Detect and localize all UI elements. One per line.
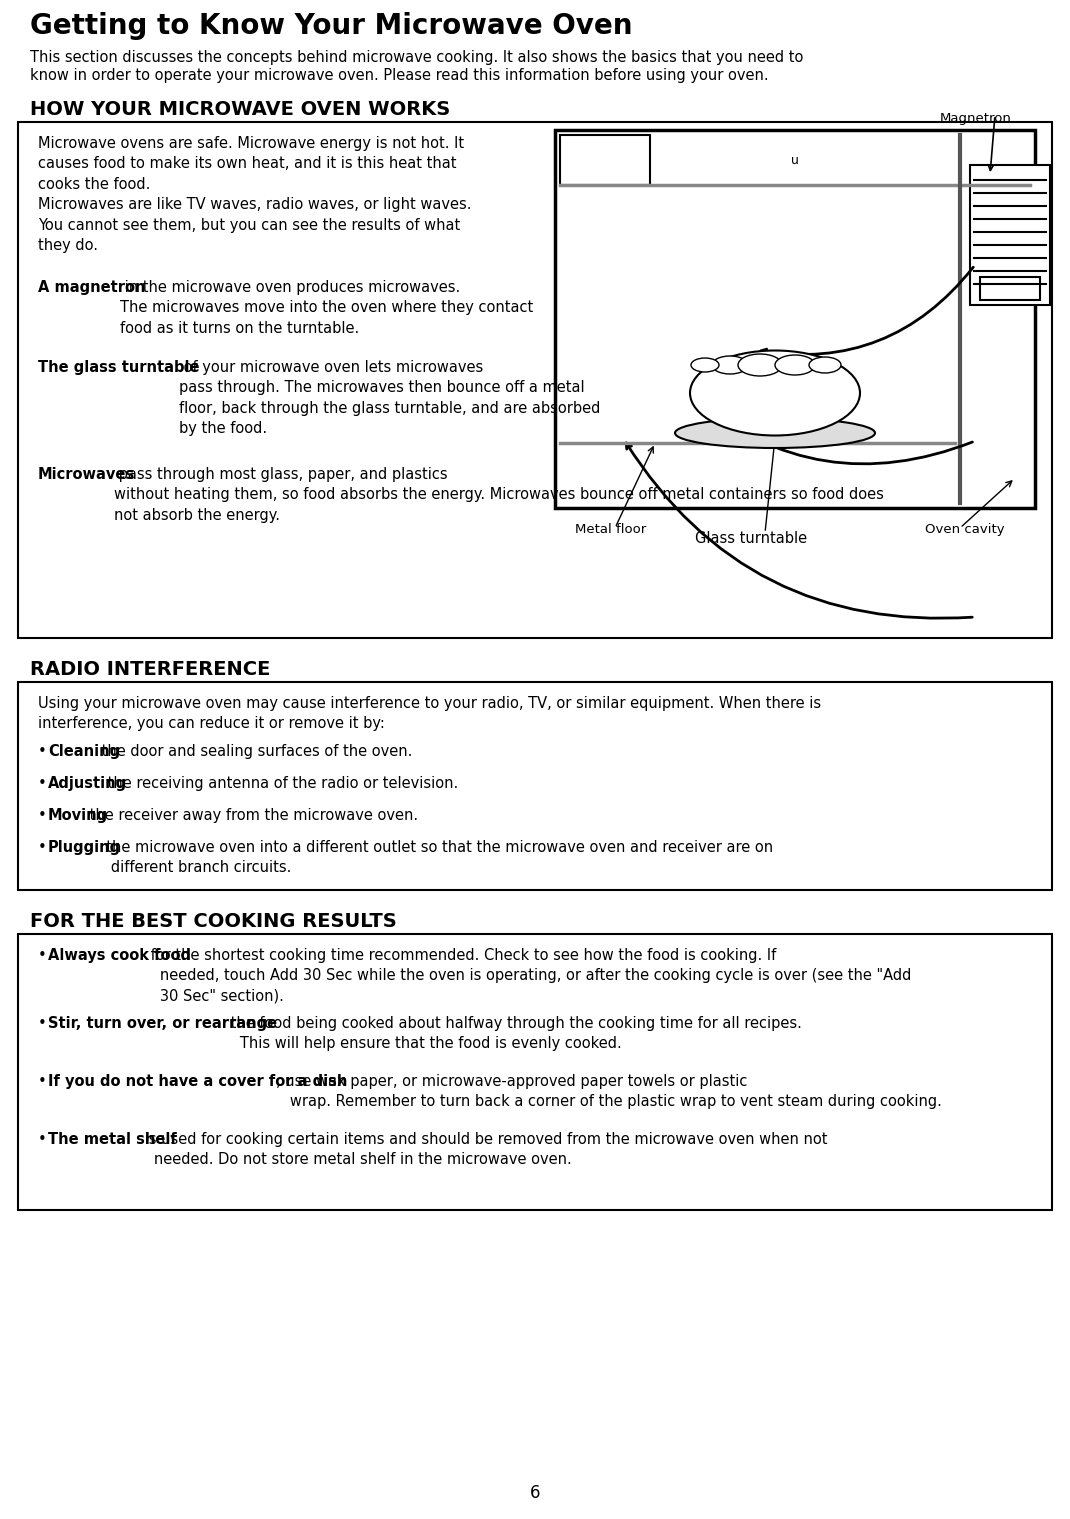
Text: for the shortest cooking time recommended. Check to see how the food is cooking.: for the shortest cooking time recommende… <box>147 948 912 1004</box>
Bar <box>18 934 1052 1211</box>
Text: Always cook food: Always cook food <box>48 948 192 963</box>
Text: the receiving antenna of the radio or television.: the receiving antenna of the radio or te… <box>104 776 459 791</box>
Text: , use wax paper, or microwave-approved paper towels or plastic
   wrap. Remember: , use wax paper, or microwave-approved p… <box>276 1074 942 1109</box>
Text: •: • <box>39 744 51 760</box>
Text: This section discusses the concepts behind microwave cooking. It also shows the : This section discusses the concepts behi… <box>30 50 804 65</box>
Text: •: • <box>39 1016 51 1031</box>
Text: is used for cooking certain items and should be removed from the microwave oven : is used for cooking certain items and sh… <box>140 1132 828 1168</box>
Text: pass through most glass, paper, and plastics
without heating them, so food absor: pass through most glass, paper, and plas… <box>114 466 884 523</box>
Text: •: • <box>39 1132 51 1147</box>
Bar <box>555 131 1035 507</box>
Text: the food being cooked about halfway through the cooking time for all recipes.
  : the food being cooked about halfway thro… <box>227 1016 803 1051</box>
Text: Microwaves: Microwaves <box>39 466 135 482</box>
Text: The glass turntable: The glass turntable <box>39 360 199 375</box>
Text: Oven cavity: Oven cavity <box>924 523 1005 536</box>
Text: •: • <box>39 1074 51 1089</box>
Ellipse shape <box>775 355 815 375</box>
Bar <box>970 166 1050 305</box>
Text: If you do not have a cover for a dish: If you do not have a cover for a dish <box>48 1074 348 1089</box>
Text: HOW YOUR MICROWAVE OVEN WORKS: HOW YOUR MICROWAVE OVEN WORKS <box>30 100 450 118</box>
Ellipse shape <box>809 357 841 374</box>
Text: Moving: Moving <box>48 808 108 823</box>
Text: the receiver away from the microwave oven.: the receiver away from the microwave ove… <box>85 808 418 823</box>
Ellipse shape <box>691 358 719 372</box>
Text: Metal floor: Metal floor <box>575 523 646 536</box>
Text: Stir, turn over, or rearrange: Stir, turn over, or rearrange <box>48 1016 277 1031</box>
Text: A magnetron: A magnetron <box>39 279 146 295</box>
Text: •: • <box>39 808 51 823</box>
Text: of your microwave oven lets microwaves
pass through. The microwaves then bounce : of your microwave oven lets microwaves p… <box>179 360 600 436</box>
Text: Plugging: Plugging <box>48 840 121 855</box>
Text: RADIO INTERFERENCE: RADIO INTERFERENCE <box>30 659 271 679</box>
Text: Magnetron: Magnetron <box>941 112 1012 125</box>
Text: •: • <box>39 948 51 963</box>
Ellipse shape <box>738 354 782 377</box>
Text: u: u <box>791 153 799 167</box>
Text: know in order to operate your microwave oven. Please read this information befor: know in order to operate your microwave … <box>30 68 768 84</box>
Bar <box>18 682 1052 890</box>
Text: Adjusting: Adjusting <box>48 776 127 791</box>
Bar <box>560 135 649 185</box>
Bar <box>18 122 1052 638</box>
Ellipse shape <box>690 351 860 436</box>
Ellipse shape <box>712 355 748 374</box>
Text: Glass turntable: Glass turntable <box>696 532 807 545</box>
Text: Using your microwave oven may cause interference to your radio, TV, or similar e: Using your microwave oven may cause inte… <box>39 696 821 732</box>
Text: the microwave oven into a different outlet so that the microwave oven and receiv: the microwave oven into a different outl… <box>97 840 774 875</box>
Text: •: • <box>39 840 51 855</box>
Text: the door and sealing surfaces of the oven.: the door and sealing surfaces of the ove… <box>97 744 413 760</box>
Text: •: • <box>39 776 51 791</box>
Text: FOR THE BEST COOKING RESULTS: FOR THE BEST COOKING RESULTS <box>30 911 397 931</box>
Text: Cleaning: Cleaning <box>48 744 120 760</box>
Bar <box>980 276 1040 299</box>
Text: The metal shelf: The metal shelf <box>48 1132 177 1147</box>
Text: Microwave ovens are safe. Microwave energy is not hot. It
causes food to make it: Microwave ovens are safe. Microwave ener… <box>39 137 472 254</box>
Text: in the microwave oven produces microwaves.
The microwaves move into the oven whe: in the microwave oven produces microwave… <box>120 279 533 336</box>
Text: 6: 6 <box>530 1484 540 1502</box>
Ellipse shape <box>675 418 875 448</box>
Text: Getting to Know Your Microwave Oven: Getting to Know Your Microwave Oven <box>30 12 632 39</box>
